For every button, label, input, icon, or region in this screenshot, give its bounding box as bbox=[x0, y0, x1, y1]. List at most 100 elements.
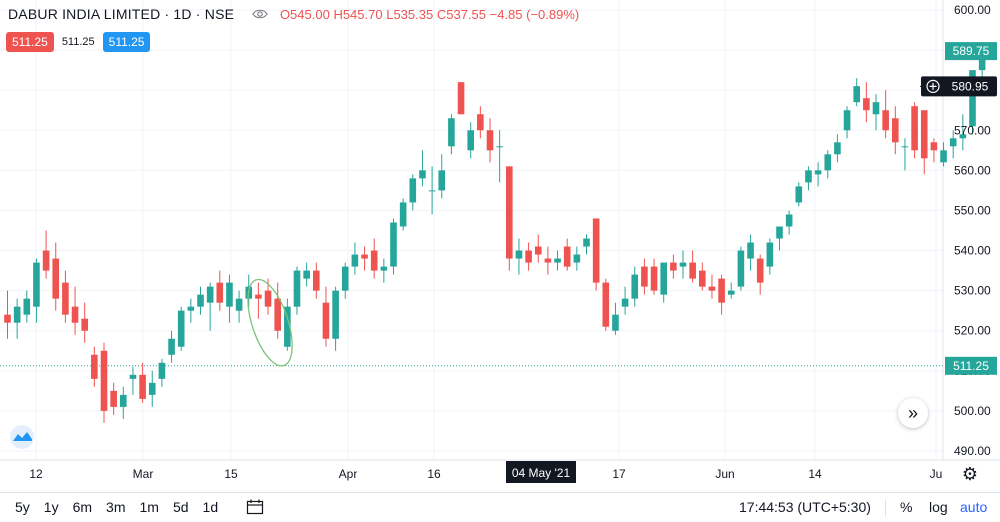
candle bbox=[959, 114, 967, 151]
candle bbox=[4, 290, 11, 339]
candle-body bbox=[457, 82, 465, 115]
candle bbox=[892, 106, 899, 155]
range-5y[interactable]: 5y bbox=[15, 499, 30, 515]
candle bbox=[689, 250, 696, 283]
ellipse-annotation[interactable] bbox=[239, 274, 301, 371]
range-selector: 5y 1y 6m 3m 1m 5d 1d bbox=[8, 499, 225, 515]
percent-scale-toggle[interactable]: % bbox=[900, 499, 913, 515]
candle bbox=[42, 230, 50, 279]
time-tick-label: 17 bbox=[612, 467, 626, 481]
candle-body bbox=[959, 134, 967, 139]
candle bbox=[525, 242, 532, 271]
time-axis[interactable]: 12 Mar 15 Apr 16 17 Jun 14 Ju bbox=[29, 467, 942, 481]
candle-body bbox=[303, 270, 310, 279]
candle-body bbox=[187, 306, 195, 311]
candle bbox=[313, 262, 320, 299]
candle bbox=[158, 358, 166, 387]
high-price-tag-label: 589.75 bbox=[953, 44, 990, 58]
add-order-icon[interactable] bbox=[926, 79, 940, 93]
candle bbox=[805, 166, 812, 191]
eye-icon[interactable] bbox=[252, 8, 268, 20]
candle bbox=[872, 94, 880, 131]
range-5d[interactable]: 5d bbox=[172, 499, 189, 515]
candle-body bbox=[274, 298, 281, 331]
candle bbox=[554, 250, 561, 271]
candle-body bbox=[621, 298, 629, 307]
range-3m[interactable]: 3m bbox=[106, 499, 126, 515]
candle-body bbox=[486, 130, 494, 151]
timezone-clock[interactable]: 17:44:53 (UTC+5:30) bbox=[739, 499, 871, 515]
candle bbox=[33, 258, 40, 323]
candle bbox=[592, 218, 600, 291]
symbol-title[interactable]: DABUR INDIA LIMITED · 1D · NSE bbox=[8, 6, 235, 22]
candles bbox=[4, 46, 986, 423]
settings-gear-icon[interactable]: ⚙ bbox=[961, 464, 979, 484]
price-tick-label: 550.00 bbox=[954, 203, 991, 217]
candle-body bbox=[226, 282, 233, 307]
price-tick-label: 570.00 bbox=[954, 123, 991, 137]
candle bbox=[612, 302, 619, 335]
log-scale-toggle[interactable]: log bbox=[929, 499, 948, 515]
price-tick-label: 500.00 bbox=[954, 404, 991, 418]
time-tick-label: 15 bbox=[224, 467, 238, 481]
candle-body bbox=[756, 258, 764, 283]
candle-body bbox=[419, 170, 426, 179]
candle bbox=[795, 182, 803, 207]
candle-body bbox=[322, 302, 330, 339]
goto-date-calendar-icon[interactable] bbox=[246, 499, 264, 515]
candle-body bbox=[892, 118, 899, 143]
buy-button[interactable]: 511.25 bbox=[102, 32, 151, 52]
candle-body bbox=[332, 290, 339, 339]
candle-body bbox=[177, 310, 185, 347]
crosshair-date-label: 04 May '21 bbox=[512, 466, 571, 480]
crosshair-price-tag[interactable]: 580.95 bbox=[920, 76, 997, 97]
candle-body bbox=[158, 362, 166, 379]
candle-body bbox=[62, 282, 69, 315]
candle bbox=[534, 234, 542, 263]
candle-body bbox=[4, 314, 11, 323]
auto-scale-toggle[interactable]: auto bbox=[960, 499, 988, 515]
candle-body bbox=[843, 110, 851, 131]
candle bbox=[52, 242, 60, 311]
candle-body bbox=[930, 142, 938, 151]
candle bbox=[255, 282, 262, 319]
candle bbox=[284, 298, 291, 351]
range-1y[interactable]: 1y bbox=[43, 499, 59, 515]
candle-body bbox=[718, 278, 725, 303]
candle-body bbox=[380, 266, 388, 271]
candle bbox=[23, 290, 31, 323]
candle bbox=[81, 302, 88, 343]
candle-body bbox=[284, 306, 291, 347]
candle-body bbox=[776, 226, 783, 239]
candle-body bbox=[216, 282, 224, 303]
candle bbox=[226, 274, 233, 323]
tradingview-logo-icon[interactable] bbox=[6, 425, 38, 449]
range-1m[interactable]: 1m bbox=[139, 499, 159, 515]
sell-button[interactable]: 511.25 bbox=[6, 32, 54, 52]
range-1d[interactable]: 1d bbox=[202, 499, 219, 515]
candle-body bbox=[525, 250, 532, 263]
candle-body bbox=[467, 130, 474, 151]
candle-body bbox=[71, 306, 79, 323]
candle-body bbox=[370, 250, 378, 271]
candle-body bbox=[689, 262, 696, 279]
range-6m[interactable]: 6m bbox=[72, 499, 93, 515]
candle-body bbox=[641, 266, 648, 287]
candle bbox=[785, 210, 793, 235]
scroll-to-realtime-button[interactable]: » bbox=[898, 398, 928, 428]
candle-body bbox=[409, 178, 417, 203]
candle-body bbox=[293, 270, 301, 307]
price-tick-label: 600.00 bbox=[954, 3, 991, 17]
candle-body bbox=[747, 242, 754, 259]
candle bbox=[747, 234, 754, 271]
candle bbox=[91, 346, 98, 387]
double-chevron-right-icon: » bbox=[907, 402, 918, 423]
candle-body bbox=[139, 374, 146, 399]
high-price-tag: 589.75 bbox=[945, 42, 997, 61]
candle bbox=[303, 262, 310, 287]
crosshair-date-tag: 04 May '21 bbox=[506, 461, 576, 483]
candle bbox=[168, 330, 175, 363]
bottom-toolbar: 5y 1y 6m 3m 1m 5d 1d 17:44:53 (UTC+5:30)… bbox=[0, 492, 1000, 522]
candle-body bbox=[255, 294, 262, 299]
